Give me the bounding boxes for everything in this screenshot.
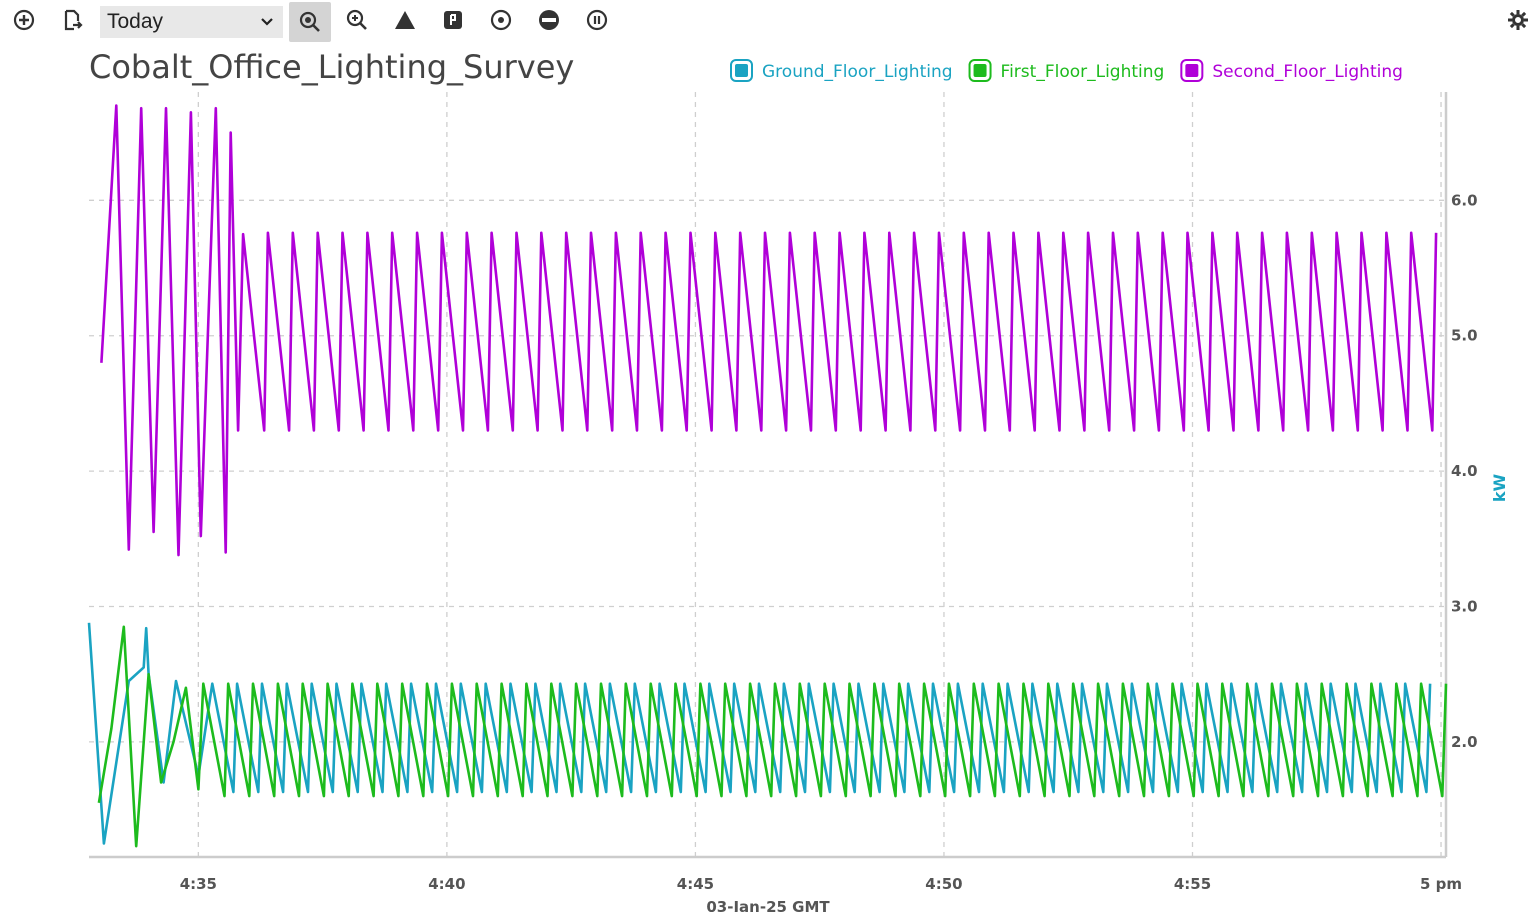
add-icon[interactable]: [8, 4, 40, 36]
triangle-icon[interactable]: [389, 4, 421, 36]
legend-swatch: [730, 59, 753, 82]
zoom-in-icon[interactable]: [341, 4, 373, 36]
pause-icon[interactable]: [581, 4, 613, 36]
minus-circle-icon[interactable]: [533, 4, 565, 36]
legend-item: First_Floor_Lighting: [968, 59, 1165, 82]
y-tick-label: 5.0: [1451, 327, 1478, 345]
x-tick-label: 4:55: [1174, 875, 1211, 893]
x-tick-label: 4:45: [677, 875, 714, 893]
series-lines: [87, 104, 1448, 848]
legend-label: Ground_Floor_Lighting: [762, 62, 953, 82]
series-line-first-floor-lighting: [97, 625, 1448, 848]
axes: [89, 92, 1448, 859]
export-icon[interactable]: [56, 4, 88, 36]
time-range-select[interactable]: Today: [100, 6, 283, 38]
y-tick-label: 6.0: [1451, 191, 1478, 209]
legend-item: Second_Floor_Lighting: [1180, 59, 1403, 82]
x-tick-label: 5 pm: [1420, 875, 1462, 893]
x-axis-label: 03-Jan-25 GMT: [706, 898, 830, 912]
y-tick-label: 3.0: [1451, 598, 1478, 616]
legend-label: First_Floor_Lighting: [1001, 62, 1165, 82]
chart-title: Cobalt_Office_Lighting_Survey: [89, 48, 574, 86]
legend: Ground_Floor_Lighting First_Floor_Lightin…: [730, 59, 1403, 82]
legend-item: Ground_Floor_Lighting: [730, 59, 953, 82]
time-range-value: Today: [107, 10, 164, 33]
legend-label: Second_Floor_Lighting: [1212, 62, 1403, 82]
x-tick-label: 4:35: [180, 875, 217, 893]
zoom-reset-icon[interactable]: [289, 2, 331, 42]
gear-icon[interactable]: [1502, 4, 1532, 36]
flag-icon[interactable]: [437, 4, 469, 36]
legend-swatch-fill: [1185, 64, 1199, 77]
legend-swatch-fill: [973, 64, 987, 77]
legend-swatch: [1180, 59, 1204, 82]
series-line-second-floor-lighting: [100, 104, 1438, 557]
legend-swatch-fill: [735, 64, 748, 77]
y-axis-ticks: 2.0 3.0 4.0 5.0 6.0: [1451, 191, 1478, 751]
y-tick-label: 4.0: [1451, 462, 1478, 480]
series-line-ground-floor-lighting: [87, 622, 1432, 845]
legend-swatch: [968, 59, 992, 82]
x-axis-ticks: 4:35 4:40 4:45 4:50 4:55 5 pm: [180, 875, 1462, 893]
x-tick-label: 4:40: [428, 875, 465, 893]
toolbar: Today: [0, 0, 1532, 44]
chevron-down-icon: [261, 18, 273, 26]
x-tick-label: 4:50: [925, 875, 962, 893]
y-tick-label: 2.0: [1451, 733, 1478, 751]
y-axis-label: kW: [1490, 474, 1509, 503]
target-icon[interactable]: [485, 4, 517, 36]
